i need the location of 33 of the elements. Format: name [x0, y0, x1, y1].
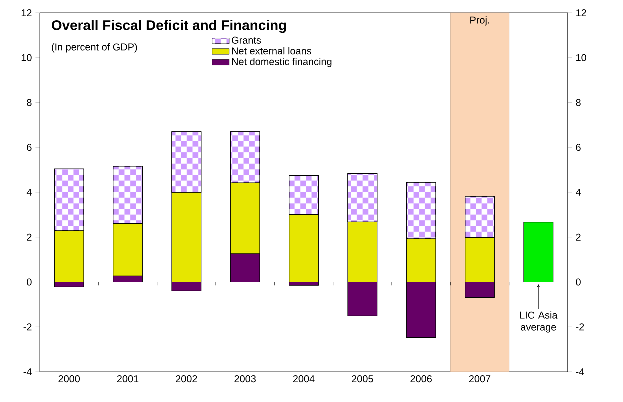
- y2-tick-label: 8: [27, 99, 32, 106]
- y-tick-label: 6: [576, 144, 581, 152]
- y2-tick-label: -4: [24, 368, 32, 376]
- x-tick-label: 2003: [234, 376, 256, 383]
- y-tick-label: 0: [576, 278, 581, 286]
- y2-tick-label: 10: [22, 54, 32, 62]
- x-tick-label: 2001: [117, 376, 139, 383]
- legend-label: Net external loans: [232, 47, 312, 55]
- y2-tick-label: 6: [27, 144, 32, 152]
- chart-title: Overall Fiscal Deficit and Financing: [52, 20, 286, 34]
- band-label: Proj.: [470, 16, 490, 26]
- y-tick-label: -2: [576, 324, 584, 331]
- y2-tick-label: -2: [24, 324, 32, 331]
- y2-tick-label: 12: [22, 10, 32, 16]
- x-tick-label: 2002: [176, 376, 198, 383]
- y-tick-label: 2: [576, 234, 581, 241]
- y-tick-label: 10: [576, 54, 586, 62]
- y2-tick-label: 4: [26, 189, 32, 196]
- y-tick-label: 8: [576, 99, 581, 106]
- x-tick-label: 2004: [293, 376, 315, 383]
- y-tick-label: -4: [576, 368, 584, 376]
- y2-tick-label: 0: [27, 278, 32, 286]
- y-tick-label: 12: [576, 10, 586, 16]
- x-tick-label: 2005: [352, 376, 374, 383]
- x-tick-label: 2007: [469, 376, 491, 383]
- x-tick-label: 2000: [58, 376, 80, 383]
- legend-label: Grants: [232, 36, 262, 44]
- annotation: LIC Asia average: [520, 312, 558, 333]
- text: (In percent of GDP): [52, 43, 138, 53]
- y-tick-label: 4: [576, 189, 582, 196]
- x-tick-label: 2006: [410, 376, 432, 383]
- y2-tick-label: 2: [27, 234, 32, 241]
- legend-label: Net domestic financing: [232, 58, 332, 68]
